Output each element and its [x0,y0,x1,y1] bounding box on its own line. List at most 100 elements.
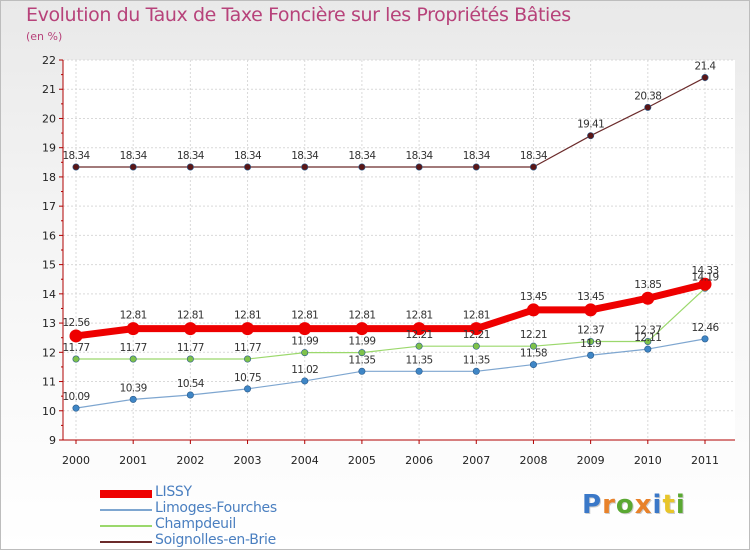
x-tick-label: 2010 [634,454,662,467]
data-point-champdeuil [72,355,80,363]
data-point-limoges-fourches [301,377,309,385]
data-point-soignolles-en-brie [701,74,709,82]
data-point-champdeuil [644,337,652,345]
x-tick-label: 2002 [176,454,204,467]
data-point-lissy [183,322,197,336]
data-label-soignolles-en-brie: 18.34 [463,150,491,162]
data-label-lissy: 14.33 [691,265,718,277]
data-label-limoges-fourches: 11.02 [291,364,318,376]
data-label-lissy: 12.81 [234,310,261,322]
data-label-limoges-fourches: 11.35 [406,354,433,366]
data-point-limoges-fourches [129,395,137,403]
data-label-champdeuil: 11.99 [291,336,318,348]
data-point-limoges-fourches [529,361,537,369]
data-label-soignolles-en-brie: 18.34 [120,150,148,162]
data-point-lissy [584,303,598,317]
logo-letter: i [675,490,686,520]
data-point-limoges-fourches [644,345,652,353]
data-point-soignolles-en-brie [415,163,423,171]
data-label-limoges-fourches: 10.39 [120,382,147,394]
data-label-champdeuil: 12.21 [520,329,547,341]
data-label-champdeuil: 12.37 [634,324,661,336]
y-tick-label: 9 [49,434,56,447]
y-tick-label: 22 [42,54,56,67]
legend-swatch [100,541,152,543]
data-point-lissy [412,322,426,336]
data-label-lissy: 12.81 [291,310,318,322]
x-tick-label: 2007 [462,454,490,467]
data-point-champdeuil [472,342,480,350]
data-point-soignolles-en-brie [529,163,537,171]
chart-title: Evolution du Taux de Taxe Foncière sur l… [26,4,571,26]
logo-letter: o [615,490,635,520]
logo-letter: t [662,490,676,520]
data-point-champdeuil [587,337,595,345]
data-point-limoges-fourches [244,385,252,393]
data-label-soignolles-en-brie: 19.41 [577,119,604,131]
data-label-soignolles-en-brie: 18.34 [520,150,548,162]
legend-label: Champdeuil [155,516,236,532]
data-label-lissy: 13.45 [577,291,604,303]
data-label-champdeuil: 11.77 [62,342,89,354]
data-point-champdeuil [129,355,137,363]
data-point-lissy [355,322,369,336]
y-tick-label: 15 [42,259,56,272]
x-tick-label: 2008 [519,454,547,467]
legend-swatch [100,490,152,498]
data-label-champdeuil: 11.99 [348,336,375,348]
data-point-limoges-fourches [358,367,366,375]
data-label-lissy: 12.81 [463,310,490,322]
data-label-champdeuil: 12.21 [406,329,433,341]
y-tick-label: 11 [42,376,56,389]
data-point-lissy [126,322,140,336]
logo-letter: r [602,490,616,520]
data-point-limoges-fourches [415,367,423,375]
y-tick-label: 10 [42,405,56,418]
series-line-champdeuil [76,287,706,360]
y-tick-label: 12 [42,346,56,359]
logo-letter: x [634,490,653,520]
y-tick-label: 20 [42,112,56,125]
legend-label: LISSY [155,484,192,500]
data-point-soignolles-en-brie [186,163,194,171]
data-point-soignolles-en-brie [301,163,309,171]
data-label-limoges-fourches: 11.58 [520,348,547,360]
y-tick-label: 16 [42,229,56,242]
data-label-limoges-fourches: 10.54 [177,378,205,390]
x-tick-label: 2009 [577,454,605,467]
data-label-layer: 18.34 18.34 18.34 18.34 18.34 18.34 18.34 18.34… [62,61,720,404]
data-point-champdeuil [244,355,252,363]
data-point-champdeuil [301,349,309,357]
logo-letter: i [652,490,663,520]
data-point-soignolles-en-brie [587,132,595,140]
legend-swatch [100,525,152,527]
series-line-limoges-fourches [75,338,706,409]
data-point-soignolles-en-brie [72,163,80,171]
data-point-limoges-fourches [472,367,480,375]
data-label-champdeuil: 11.77 [234,342,261,354]
data-label-limoges-fourches: 11.9 [580,338,601,350]
data-label-limoges-fourches: 12.46 [691,322,719,334]
series-line-lissy [75,280,706,340]
grid-layer [63,59,735,441]
data-point-soignolles-en-brie [358,163,366,171]
data-label-champdeuil: 11.77 [177,342,204,354]
x-tick-label: 2004 [291,454,319,467]
x-tick-label: 2000 [62,454,90,467]
plot-area [63,60,735,440]
data-point-lissy [241,322,255,336]
data-point-champdeuil [415,342,423,350]
data-point-limoges-fourches [701,335,709,343]
y-tick-label: 18 [42,171,56,184]
proxiti-logo: Proxiti [582,490,686,520]
data-label-limoges-fourches: 10.09 [62,391,89,403]
logo-letter: P [582,490,603,520]
data-label-soignolles-en-brie: 18.34 [62,150,90,162]
data-point-limoges-fourches [72,404,80,412]
x-tick-label: 2005 [348,454,376,467]
data-label-lissy: 12.81 [348,310,375,322]
y-unit-label: (en %) [26,30,63,43]
series-line-soignolles-en-brie [76,77,706,168]
data-point-soignolles-en-brie [244,163,252,171]
